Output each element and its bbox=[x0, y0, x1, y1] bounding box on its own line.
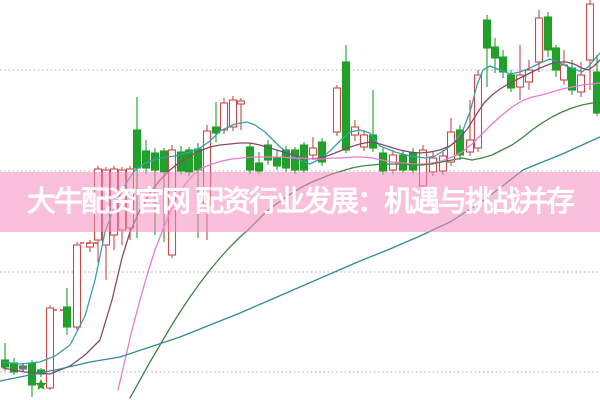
headline-banner: 大牛配资官网 配资行业发展：机遇与挑战并存 bbox=[0, 172, 600, 232]
headline-text: 大牛配资官网 配资行业发展：机遇与挑战并存 bbox=[26, 185, 575, 218]
